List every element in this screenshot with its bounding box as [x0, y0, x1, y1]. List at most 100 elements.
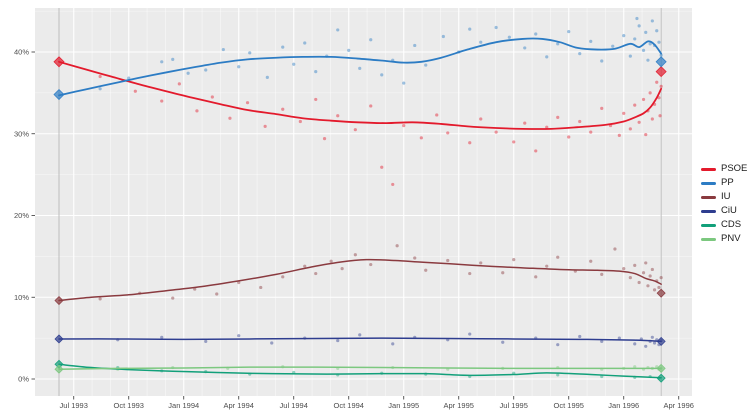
x-axis-label: Jan 1996 — [608, 401, 639, 410]
election-result-marker-pp — [53, 88, 65, 101]
x-axis-label: Apr 1995 — [444, 401, 474, 410]
poll-point-iu — [646, 284, 650, 288]
election-result-marker-cds — [656, 373, 666, 383]
poll-point-pp — [635, 16, 639, 21]
poll-point-iu — [600, 272, 604, 276]
poll-point-iu — [545, 264, 549, 268]
legend-item-iu: IU — [701, 190, 747, 204]
poll-point-pp — [622, 34, 626, 38]
y-axis-label: 0% — [18, 375, 29, 384]
poll-point-psoe — [600, 106, 604, 111]
legend-label-cds: CDS — [721, 219, 742, 230]
poll-point-iu — [369, 262, 373, 267]
trend-line-iu — [58, 258, 662, 302]
poll-point-psoe — [160, 99, 164, 103]
poll-point-iu — [424, 268, 428, 272]
poll-point-ciu — [617, 336, 621, 340]
poll-point-ciu — [652, 341, 657, 345]
poll-point-pp — [380, 73, 384, 77]
poll-point-pp — [248, 51, 252, 55]
poll-point-iu — [446, 258, 450, 263]
poll-point-ciu — [204, 339, 208, 343]
x-axis-label: Jan 1994 — [168, 401, 199, 410]
poll-point-iu — [613, 247, 617, 251]
poll-point-iu — [353, 253, 357, 257]
poll-point-pp — [98, 87, 102, 91]
poll-point-psoe — [281, 107, 285, 111]
poll-point-iu — [556, 255, 560, 259]
poll-point-pp — [204, 68, 208, 72]
poll-point-pp — [646, 58, 650, 62]
poll-points-iu — [98, 244, 663, 301]
trend-line-pp — [58, 37, 663, 97]
poll-point-iu — [314, 271, 318, 276]
poll-point-psoe — [641, 97, 646, 102]
poll-point-iu — [534, 275, 538, 279]
poll-point-iu — [501, 271, 505, 275]
y-axis-label: 20% — [14, 211, 29, 220]
poll-point-psoe — [435, 113, 439, 117]
poll-point-iu — [281, 275, 285, 279]
poll-point-psoe — [402, 123, 406, 128]
election-result-marker-pp — [655, 56, 667, 68]
poll-point-iu — [303, 264, 307, 268]
poll-point-psoe — [369, 104, 373, 108]
poll-point-psoe — [556, 115, 560, 119]
poll-point-iu — [637, 280, 641, 285]
trend-line-ciu — [58, 337, 662, 343]
poll-point-psoe — [658, 114, 662, 118]
poll-point-psoe — [633, 103, 637, 107]
poll-point-pp — [336, 28, 340, 32]
poll-point-iu — [395, 244, 399, 248]
gridlines — [35, 8, 692, 396]
poll-point-ciu — [270, 341, 274, 345]
poll-point-iu — [628, 276, 632, 280]
poll-point-psoe — [479, 117, 483, 121]
poll-point-psoe — [391, 182, 395, 187]
poll-point-pp — [468, 27, 472, 31]
poll-point-pp — [507, 35, 511, 39]
poll-point-pp — [292, 62, 296, 66]
poll-point-pp — [641, 48, 646, 52]
poll-point-psoe — [263, 124, 267, 128]
poll-point-cds — [556, 373, 560, 377]
poll-point-psoe — [534, 149, 538, 153]
poll-point-pp — [600, 59, 604, 63]
poll-point-iu — [468, 271, 472, 276]
poll-point-pp — [413, 43, 417, 48]
poll-point-pp — [314, 70, 318, 74]
poll-point-psoe — [195, 109, 199, 113]
poll-point-iu — [589, 259, 593, 263]
poll-point-pp — [441, 34, 445, 39]
poll-point-iu — [622, 267, 626, 271]
poll-point-iu — [479, 261, 483, 265]
poll-point-pp — [237, 65, 241, 69]
poll-point-pp — [659, 53, 663, 57]
election-result-marker-pnv — [656, 363, 666, 373]
legend-swatch-pnv — [701, 237, 716, 241]
y-axis-label: 10% — [14, 293, 29, 302]
axes: 0% 10% 20% 30% 40% Jul 1993 Oct 1993 Jan 1994 Ap… — [14, 48, 694, 410]
poll-point-pp — [171, 57, 175, 61]
election-result-marker-psoe — [53, 56, 65, 68]
legend-item-pp: PP — [701, 176, 747, 190]
legend-swatch-psoe — [701, 167, 716, 171]
x-axis-label: Apr 1996 — [664, 401, 694, 410]
legend-item-ciu: CiU — [701, 204, 747, 218]
poll-point-psoe — [512, 140, 516, 144]
legend-swatch-ciu — [701, 209, 716, 213]
poll-point-psoe — [314, 97, 318, 102]
legend-label-iu: IU — [721, 191, 731, 202]
legend-label-ciu: CiU — [721, 205, 737, 216]
poll-point-psoe — [177, 82, 181, 86]
poll-point-psoe — [419, 136, 423, 140]
poll-point-ciu — [600, 339, 604, 343]
poll-point-psoe — [648, 91, 652, 95]
poll-point-psoe — [578, 119, 582, 124]
poll-point-pp — [424, 63, 428, 67]
poll-point-iu — [413, 256, 417, 260]
poll-point-psoe — [567, 135, 571, 139]
trend-line-pnv — [58, 366, 662, 370]
poll-point-iu — [657, 285, 661, 290]
trend-line-psoe — [58, 60, 663, 130]
